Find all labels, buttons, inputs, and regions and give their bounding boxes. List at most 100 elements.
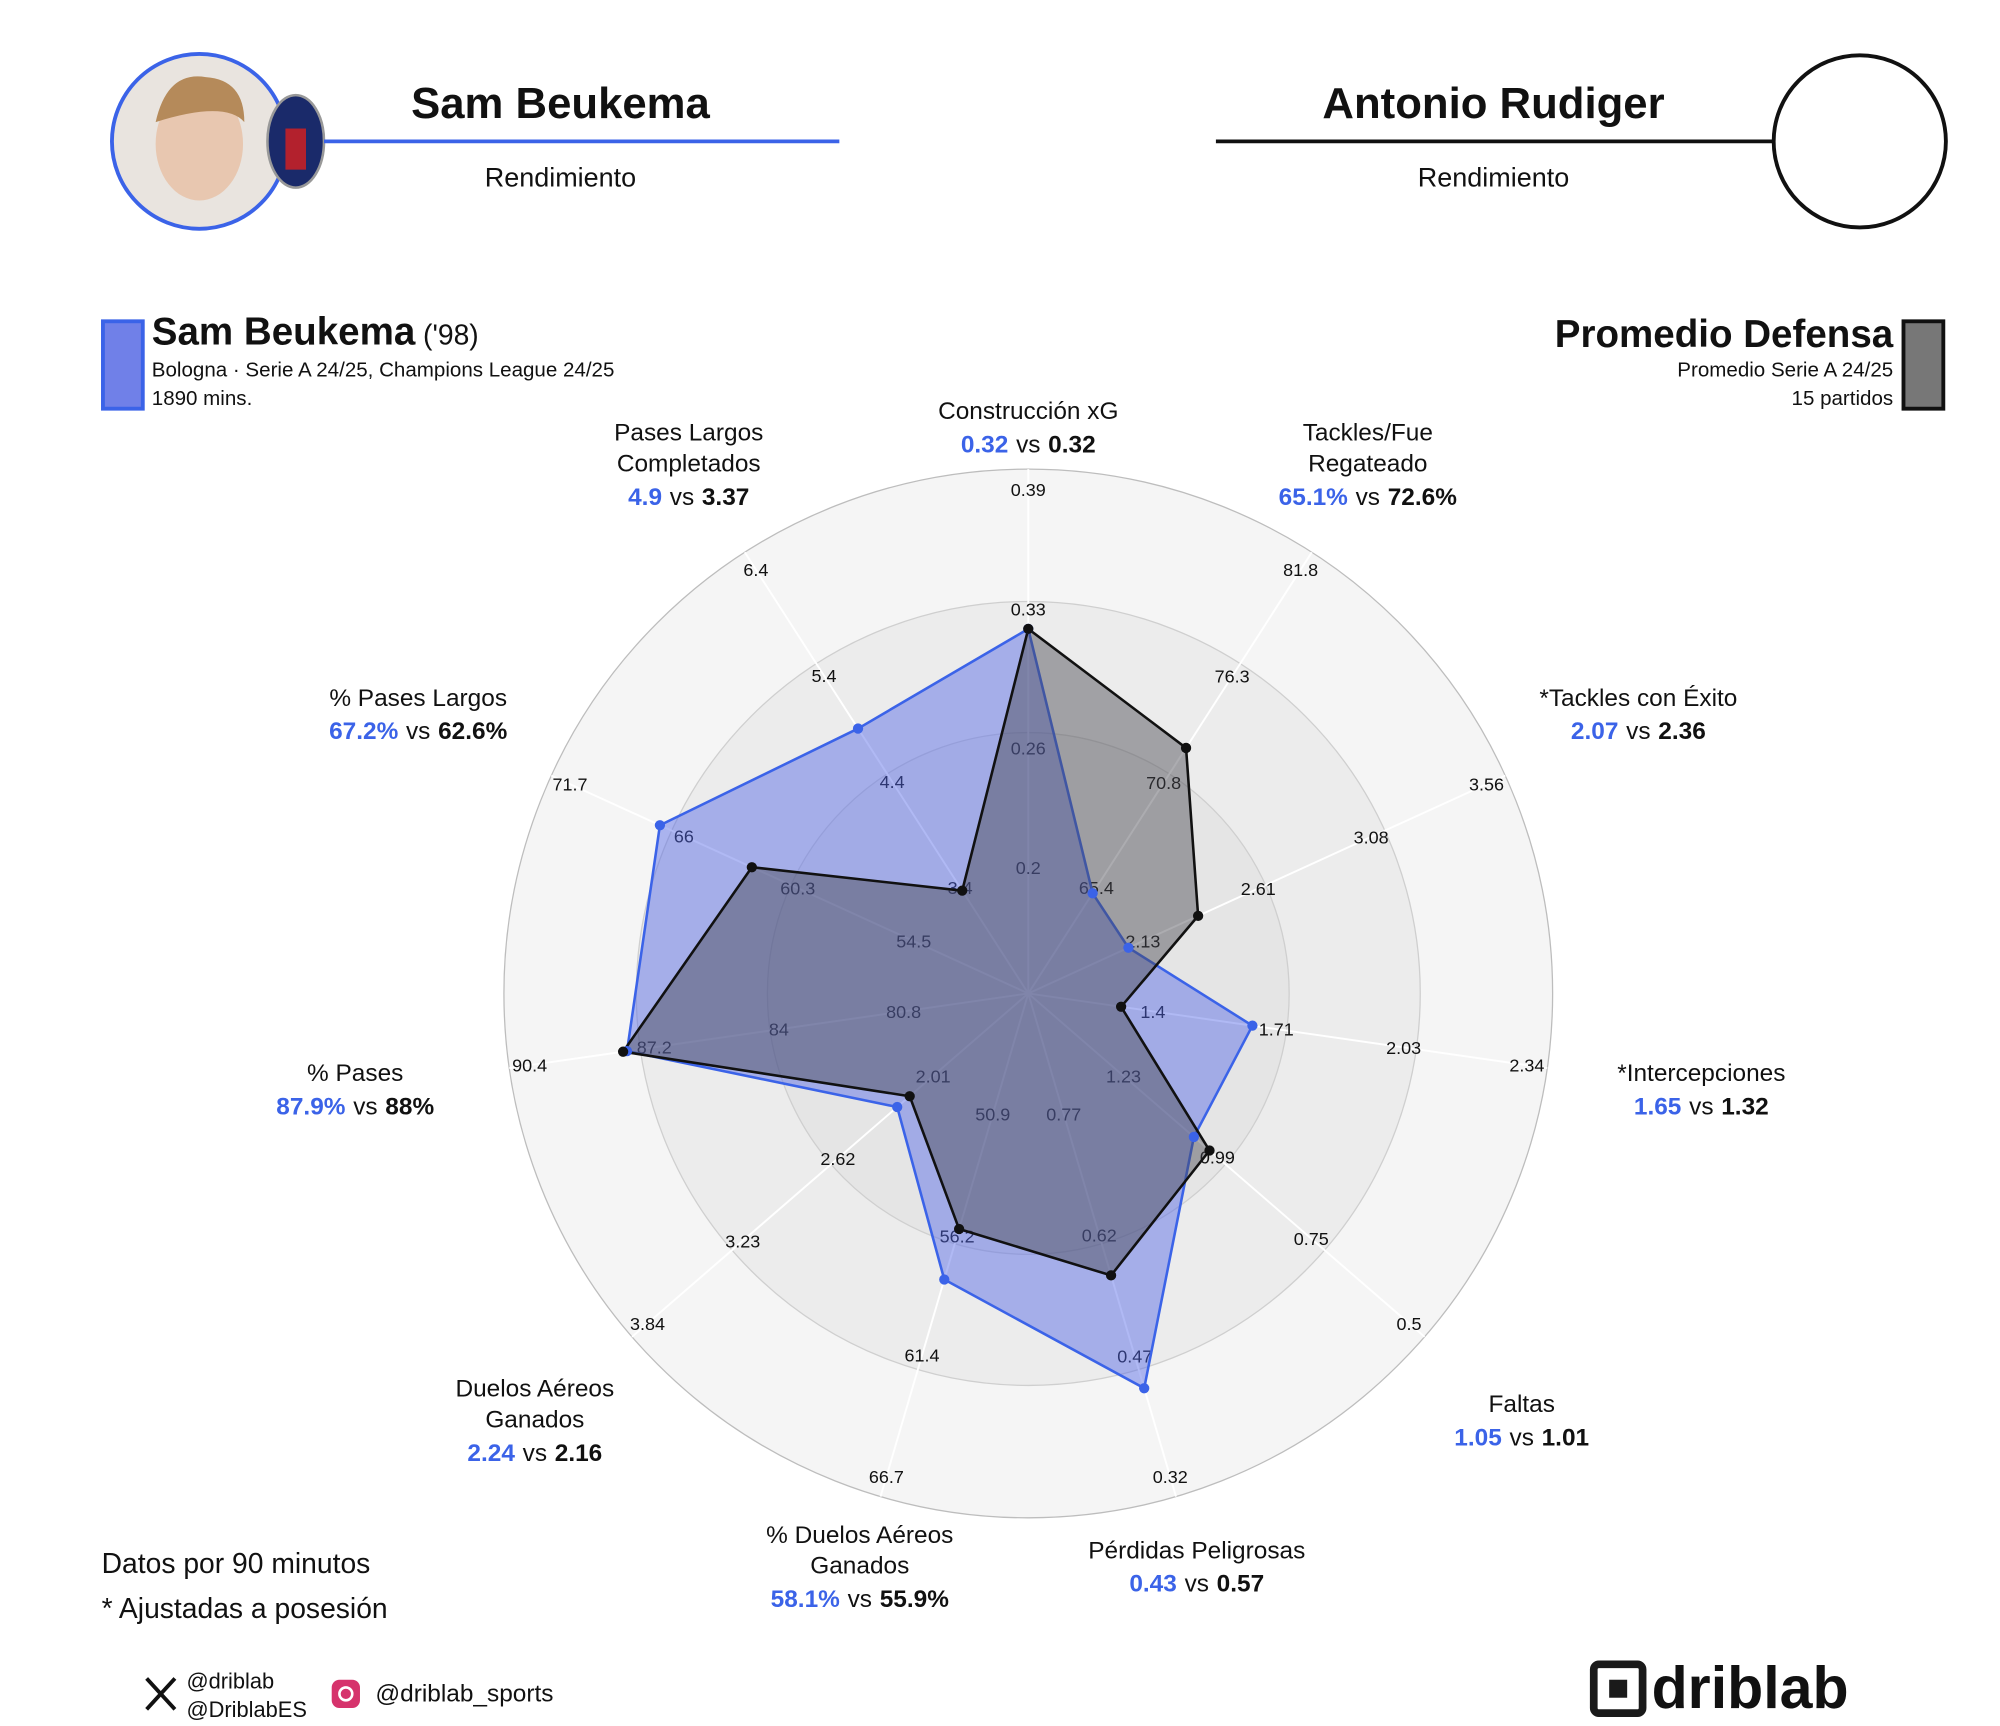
series-point	[1123, 942, 1134, 953]
value-label: 1.32	[1721, 1094, 1769, 1121]
axis-values: 2.24 vs 2.16	[467, 1440, 602, 1467]
axis-label: Completados	[617, 451, 761, 478]
spoke	[1028, 992, 1548, 1070]
social-handle: @driblab_sports	[375, 1681, 553, 1708]
value-label: 88%	[385, 1094, 434, 1121]
series-area	[621, 627, 1211, 1277]
tick-label: 2.03	[1386, 1038, 1421, 1058]
tick-label: 60.3	[780, 879, 815, 899]
value-separator: vs	[1016, 431, 1040, 458]
legend-born: ('98)	[423, 318, 479, 350]
series-point	[617, 1046, 629, 1057]
player-name: Antonio Rudiger	[1322, 79, 1664, 128]
value-label: 3.37	[702, 484, 750, 511]
tick-label: 81.8	[1283, 560, 1318, 580]
series-point	[904, 1091, 915, 1102]
social-handle: @DriblabES	[186, 1697, 306, 1722]
axis-label: Tackles/Fue	[1303, 420, 1433, 447]
series-point	[892, 1101, 903, 1113]
tick-label: 3.08	[1354, 827, 1389, 847]
axis-label: Duelos Aéreos	[455, 1376, 614, 1403]
tick-label: 61.4	[905, 1346, 940, 1366]
axis-values: 65.1% vs 72.6%	[1279, 484, 1458, 511]
value-separator: vs	[1626, 718, 1650, 745]
tick-label: 3.56	[1469, 775, 1504, 795]
legend-detail: Promedio Serie A 24/25	[1677, 359, 1893, 382]
series-point	[1139, 1383, 1150, 1394]
value-label: 72.6%	[1388, 484, 1458, 511]
logo: driblab	[1652, 1654, 1849, 1721]
tick-label: 50.9	[975, 1105, 1010, 1125]
series-point	[1188, 1131, 1200, 1143]
value-label: 87.9%	[276, 1094, 346, 1121]
value-label: 65.1%	[1279, 484, 1349, 511]
tick-label: 0.5	[1397, 1314, 1422, 1334]
tick-label: 54.5	[896, 932, 931, 952]
value-label: 1.01	[1542, 1424, 1590, 1451]
value-label: 58.1%	[771, 1586, 841, 1613]
value-separator: vs	[670, 484, 694, 511]
tick-label: 66	[674, 827, 694, 847]
player-name: Sam Beukema	[411, 79, 710, 128]
player-subtitle: Rendimiento	[485, 162, 636, 192]
club-badge-stripe	[285, 128, 307, 170]
spoke	[550, 774, 1029, 995]
axis-values: 2.07 vs 2.36	[1571, 718, 1706, 745]
value-label: 4.9	[628, 484, 662, 511]
value-separator: vs	[848, 1586, 872, 1613]
tick-label: 5.4	[811, 666, 836, 686]
axis-values: 67.2% vs 62.6%	[329, 718, 508, 745]
tick-label: 0.62	[1082, 1226, 1117, 1246]
value-separator: vs	[523, 1440, 547, 1467]
axis-label: *Intercepciones	[1617, 1060, 1785, 1087]
series-point	[939, 1274, 950, 1285]
player-photo	[1771, 53, 1948, 230]
axis-label: Pérdidas Peligrosas	[1088, 1537, 1305, 1564]
tick-label: 87.2	[637, 1038, 672, 1058]
tick-label: 0.32	[1153, 1467, 1188, 1487]
value-label: 2.07	[1571, 718, 1619, 745]
tick-label: 0.39	[1011, 480, 1046, 500]
series-point	[1087, 888, 1098, 899]
spoke	[1027, 551, 1313, 994]
axis-label: *Tackles con Éxito	[1539, 685, 1737, 712]
spoke	[1027, 993, 1177, 1497]
tick-label: 0.47	[1117, 1346, 1152, 1366]
axis-label: Regateado	[1308, 451, 1427, 478]
legend-detail: 15 partidos	[1792, 387, 1894, 410]
value-separator: vs	[1185, 1571, 1209, 1598]
series-point	[1247, 1020, 1258, 1031]
tick-label: 0.2	[1016, 858, 1041, 878]
x-icon	[145, 1677, 177, 1711]
logo-icon	[1609, 1679, 1628, 1698]
axis-label: Ganados	[485, 1406, 584, 1433]
tick-label: 76.3	[1215, 667, 1250, 687]
series-point	[957, 885, 968, 896]
spoke	[743, 551, 1030, 994]
value-label: 0.57	[1217, 1571, 1265, 1598]
note: Datos por 90 minutos	[102, 1547, 371, 1579]
tick-label: 80.8	[886, 1002, 921, 1022]
spoke	[631, 992, 1029, 1338]
tick-label: 66.7	[869, 1467, 904, 1487]
legend-detail: Bologna · Serie A 24/25, Champions Leagu…	[152, 359, 615, 382]
series-point	[1115, 1001, 1127, 1012]
series-point	[852, 723, 864, 734]
axis-label: Faltas	[1488, 1391, 1554, 1418]
tick-label: 4.4	[880, 772, 905, 792]
series-point	[746, 862, 757, 873]
value-separator: vs	[406, 718, 430, 745]
tick-label: 0.75	[1294, 1229, 1329, 1249]
spoke	[879, 993, 1030, 1497]
tick-label: 2.13	[1125, 932, 1160, 952]
series-point	[1204, 1145, 1215, 1156]
instagram-icon-lens	[338, 1686, 354, 1702]
axis-label: % Duelos Aéreos	[766, 1522, 953, 1549]
player-subtitle: Rendimiento	[1418, 162, 1569, 192]
axis-values: 58.1% vs 55.9%	[771, 1586, 950, 1613]
axis-values: 0.32 vs 0.32	[961, 431, 1096, 458]
axis-label: % Pases	[307, 1060, 403, 1087]
value-label: 2.16	[555, 1440, 603, 1467]
value-separator: vs	[1509, 1424, 1533, 1451]
